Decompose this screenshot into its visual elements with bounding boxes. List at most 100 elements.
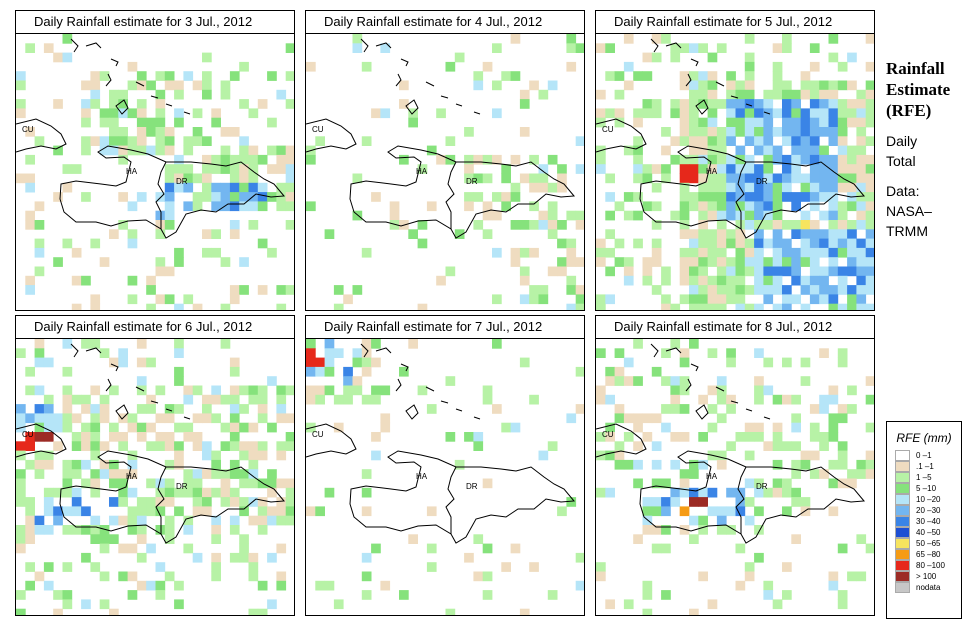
rainfall-cell [25, 173, 35, 184]
rainfall-cell [118, 543, 128, 554]
rainfall-cell [689, 164, 699, 174]
rainfall-cell [716, 294, 727, 305]
rainfall-cell [229, 552, 240, 563]
rainfall-cell [744, 257, 755, 267]
rainfall-cell [62, 164, 73, 174]
rainfall-cell [492, 210, 502, 221]
country-label-cu: CU [602, 125, 614, 134]
rainfall-cell [744, 127, 755, 137]
rainfall-cell [34, 515, 45, 526]
rainfall-cell [819, 229, 829, 239]
rainfall-cell [211, 487, 221, 498]
rainfall-cell [239, 497, 249, 507]
rainfall-cell [716, 173, 727, 184]
rainfall-cell [492, 294, 502, 305]
rainfall-cell [248, 164, 259, 174]
rainfall-cell [16, 497, 26, 507]
country-label-dr: DR [176, 482, 188, 491]
rainfall-cell [164, 71, 175, 81]
rainfall-cell [436, 154, 446, 165]
rainfall-cell [164, 220, 175, 230]
haiti-dr-border [735, 161, 747, 229]
rainfall-cell [90, 441, 101, 451]
rainfall-cell [482, 590, 493, 600]
rainfall-cell [99, 71, 110, 81]
rainfall-cell [726, 192, 736, 202]
rainfall-cell [575, 136, 584, 146]
rainfall-cell [828, 266, 839, 277]
panel-title: Daily Rainfall estimate for 4 Jul., 2012 [306, 11, 584, 34]
rainfall-cell [837, 590, 848, 600]
rainfall-cell [772, 459, 783, 470]
rainfall-cell [62, 385, 73, 396]
rainfall-cell [192, 192, 203, 202]
rainfall-cell [772, 487, 783, 498]
bahamas-island [165, 408, 173, 412]
rainfall-cell [735, 247, 746, 258]
rainfall-cell [744, 192, 755, 202]
rainfall-cell [605, 599, 615, 610]
rainfall-cell [772, 220, 783, 230]
rainfall-cell [174, 376, 184, 386]
rainfall-cell [661, 525, 671, 535]
rainfall-cell [276, 201, 287, 212]
rainfall-cell [819, 441, 829, 451]
rainfall-cell [315, 136, 325, 146]
rainfall-cell [155, 580, 166, 591]
rainfall-cell [735, 89, 746, 100]
cuba-coastline [16, 118, 67, 153]
rainfall-cell [192, 432, 203, 442]
rainfall-cell [707, 173, 718, 184]
rainfall-cell [782, 285, 792, 295]
rainfall-cell [155, 562, 166, 572]
rainfall-cell [211, 459, 221, 470]
rainfall-cell [744, 108, 755, 119]
rainfall-cell [744, 34, 755, 44]
rainfall-cell [809, 432, 820, 442]
rainfall-cell [642, 257, 653, 267]
rainfall-cell [735, 432, 746, 442]
rainfall-cell [62, 404, 73, 414]
country-label-cu: CU [312, 430, 324, 439]
rainfall-cell [800, 108, 811, 119]
rainfall-cell [53, 608, 63, 615]
rainfall-cell [538, 210, 549, 221]
rainfall-cell [136, 339, 147, 349]
rainfall-cell [473, 534, 484, 544]
rainfall-cell [828, 34, 839, 44]
rainfall-cell [856, 247, 867, 258]
bahamas-island [70, 38, 79, 53]
rainfall-cell [25, 562, 35, 572]
rainfall-cell [118, 515, 128, 526]
rainfall-cell [782, 562, 792, 572]
rainfall-cell [371, 339, 381, 349]
rainfall-cell [529, 154, 539, 165]
rainfall-cell [735, 266, 746, 277]
rainfall-cell [726, 285, 736, 295]
rainfall-cell [306, 357, 316, 368]
rainfall-cell [43, 497, 54, 507]
rainfall-cell [473, 571, 484, 582]
rainfall-cell [211, 117, 221, 128]
rainfall-cell [174, 303, 184, 310]
rainfall-cell [791, 201, 801, 212]
rainfall-cell [16, 71, 26, 81]
rainfall-cell [772, 422, 783, 433]
rainfall-cell [127, 459, 138, 470]
rainfall-cell [689, 117, 699, 128]
rainfall-cell [837, 266, 848, 277]
rainfall-cell [614, 404, 625, 414]
haiti-dr-border [155, 466, 167, 534]
rainfall-cell [633, 413, 643, 424]
rainfall-cell [689, 108, 699, 119]
rainfall-cell [306, 348, 316, 358]
rainfall-cell [782, 506, 792, 517]
rainfall-cell [25, 220, 35, 230]
country-label-dr: DR [756, 482, 768, 491]
rainfall-cell [735, 543, 746, 554]
rainfall-cell [371, 543, 381, 554]
rainfall-cell [164, 432, 175, 442]
rainfall-cell [71, 487, 82, 498]
rainfall-cell [71, 459, 82, 470]
